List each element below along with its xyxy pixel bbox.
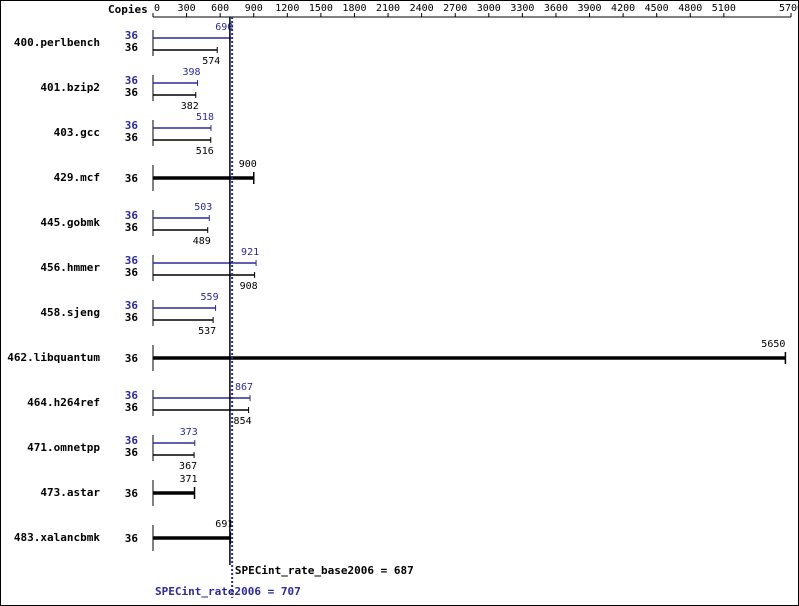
x-tick-label: 2100 [376, 3, 400, 14]
x-tick-label: 0 [154, 3, 160, 14]
copies: 36 [125, 446, 139, 459]
copies: 36 [125, 41, 139, 54]
x-tick-label: 1200 [275, 3, 299, 14]
value-label: 691 [215, 519, 233, 530]
copies: 36 [125, 74, 139, 87]
copies: 36 [125, 532, 139, 545]
x-tick-label: 600 [211, 3, 229, 14]
copies: 36 [125, 221, 139, 234]
copies: 36 [125, 254, 139, 267]
benchmark-label: 471.omnetpp [27, 441, 100, 454]
benchmark-label: 456.hmmer [40, 261, 100, 274]
value-label: 367 [179, 461, 197, 472]
x-tick-label: 3000 [477, 3, 501, 14]
x-tick-label: 4200 [611, 3, 635, 14]
copies: 36 [125, 86, 139, 99]
benchmark-label: 445.gobmk [40, 216, 100, 229]
x-tick-label: 5100 [712, 3, 736, 14]
value-label: 900 [239, 159, 257, 170]
copies: 36 [125, 266, 139, 279]
benchmark-label: 464.h264ref [27, 396, 100, 409]
value-label: 382 [181, 101, 199, 112]
x-tick-label: 900 [245, 3, 263, 14]
benchmark-label: 473.astar [40, 486, 100, 499]
copies: 36 [125, 352, 139, 365]
copies: 36 [125, 209, 139, 222]
value-label: 516 [196, 146, 214, 157]
copies: 36 [125, 29, 139, 42]
x-tick-label: 1800 [342, 3, 366, 14]
value-label: 398 [183, 67, 201, 78]
benchmark-label: 401.bzip2 [40, 81, 100, 94]
x-tick-label: 2700 [443, 3, 467, 14]
value-label: 854 [234, 416, 252, 427]
x-tick-label: 2400 [410, 3, 434, 14]
value-label: 921 [241, 247, 259, 258]
value-label: 489 [193, 236, 211, 247]
x-tick-label: 1500 [309, 3, 333, 14]
copies: 36 [125, 401, 139, 414]
benchmark-label: 458.sjeng [40, 306, 100, 319]
x-tick-label: 5700 [779, 3, 799, 14]
x-tick-label: 3600 [544, 3, 568, 14]
copies: 36 [125, 487, 139, 500]
reference-label: SPECint_rate2006 = 707 [155, 585, 301, 598]
x-tick-label: 4800 [678, 3, 702, 14]
copies: 36 [125, 311, 139, 324]
benchmark-label: 429.mcf [54, 171, 100, 184]
value-label: 537 [198, 326, 216, 337]
copies: 36 [125, 434, 139, 447]
value-label: 371 [179, 474, 197, 485]
reference-label: SPECint_rate_base2006 = 687 [235, 564, 414, 577]
benchmark-label: 403.gcc [54, 126, 100, 139]
value-label: 867 [235, 382, 253, 393]
benchmark-label: 462.libquantum [7, 351, 100, 364]
value-label: 908 [240, 281, 258, 292]
copies: 36 [125, 299, 139, 312]
x-tick-label: 3300 [510, 3, 534, 14]
value-label: 574 [202, 56, 220, 67]
copies: 36 [125, 131, 139, 144]
copies: 36 [125, 119, 139, 132]
value-label: 690 [215, 22, 233, 33]
value-label: 5650 [761, 339, 785, 350]
copies-header: Copies [108, 3, 148, 16]
x-tick-label: 300 [178, 3, 196, 14]
benchmark-label: 400.perlbench [14, 36, 100, 49]
value-label: 503 [194, 202, 212, 213]
copies: 36 [125, 172, 139, 185]
value-label: 559 [201, 292, 219, 303]
x-tick-label: 3900 [577, 3, 601, 14]
benchmark-label: 483.xalancbmk [14, 531, 100, 544]
value-label: 518 [196, 112, 214, 123]
value-label: 373 [180, 427, 198, 438]
x-tick-label: 4500 [645, 3, 669, 14]
copies: 36 [125, 389, 139, 402]
